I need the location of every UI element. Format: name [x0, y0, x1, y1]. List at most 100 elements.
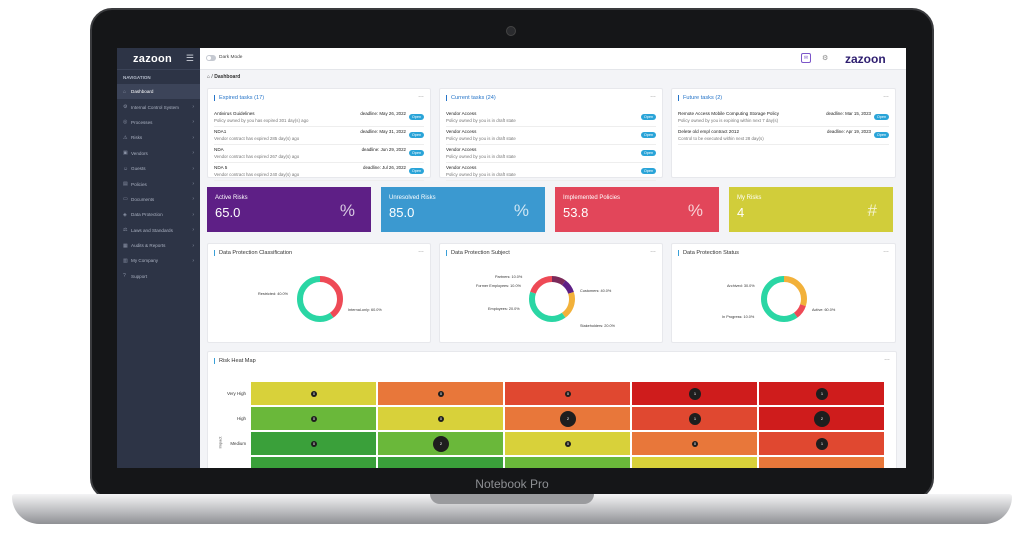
task-name: NDA1	[214, 129, 227, 134]
stat-card[interactable]: My Risks 4 #	[729, 187, 893, 232]
home-icon[interactable]: ⌂	[207, 74, 211, 80]
building-icon: ▥	[123, 257, 128, 264]
sidebar-item[interactable]: ▥ My Company ›	[117, 253, 200, 268]
stat-card[interactable]: Active Risks 65.0%	[207, 187, 371, 232]
heatmap-cell[interactable]	[632, 457, 758, 468]
heatmap-count: 0	[692, 441, 698, 447]
heatmap-cell[interactable]: 2	[505, 407, 631, 431]
heatmap-cell[interactable]: 2	[759, 407, 885, 431]
sidebar-item[interactable]: ▭ Documents ›	[117, 192, 200, 207]
heatmap-cell[interactable]	[251, 457, 377, 468]
heatmap-cell[interactable]: 0	[378, 407, 504, 431]
sidebar-item[interactable]: ▦ Audits & Reports ›	[117, 238, 200, 253]
heatmap-count: 1	[689, 413, 701, 425]
heatmap-cell[interactable]: 0	[251, 382, 377, 406]
sidebar-item-label: Audits & Reports	[131, 243, 166, 249]
donut-slice[interactable]	[529, 276, 575, 322]
heatmap-cell[interactable]: 1	[759, 382, 885, 406]
open-button[interactable]: Open	[409, 132, 424, 138]
task-row: NDA 5 Vendor contract has expired 240 day…	[214, 163, 424, 181]
donut-slice[interactable]	[297, 276, 343, 322]
sidebar-item[interactable]: ☺ Guests ›	[117, 161, 200, 176]
app-screen: zazoon ☰ NAVIGATION ⌂ Dashboard ⚙ Internal …	[117, 48, 906, 468]
sidebar-item[interactable]: ◈ Data Protection ›	[117, 207, 200, 222]
heatmap-cell[interactable]: 1	[632, 382, 758, 406]
more-icon[interactable]: …	[883, 93, 889, 99]
sidebar-item-label: Guests	[131, 166, 146, 172]
task-deadline: deadline: Apr 19, 2023	[827, 129, 871, 134]
sidebar-item[interactable]: ? Support	[117, 269, 200, 284]
menu-icon[interactable]: ☰	[185, 53, 194, 63]
open-button[interactable]: Open	[409, 150, 424, 156]
heatmap-cell[interactable]: 0	[505, 432, 631, 456]
heatmap-cell[interactable]	[505, 457, 631, 468]
sidebar-item[interactable]: ◎ Processes ›	[117, 115, 200, 130]
support-icon: ?	[123, 273, 126, 280]
more-icon[interactable]: …	[418, 93, 424, 99]
heatmap-count: 1	[816, 388, 828, 400]
heatmap-cell[interactable]	[378, 457, 504, 468]
sidebar-item-label: Data Protection	[131, 212, 163, 218]
expired-tasks-title: Expired tasks (17)	[214, 95, 264, 101]
open-button[interactable]: Open	[409, 168, 424, 174]
more-icon[interactable]: …	[650, 93, 656, 99]
more-icon[interactable]: …	[883, 248, 889, 254]
task-desc: Policy owned by you is in draft state	[446, 154, 516, 159]
sidebar-item[interactable]: ⚙ Internal Control System ›	[117, 99, 200, 114]
sidebar-item[interactable]: ⌂ Dashboard	[117, 84, 200, 100]
heatmap-cell[interactable]: 0	[505, 382, 631, 406]
sidebar-item-label: Internal Control System	[131, 104, 179, 110]
policy-icon: ▤	[123, 181, 128, 188]
open-button[interactable]: Open	[874, 114, 889, 120]
stat-label: Unresolved Risks	[389, 195, 436, 201]
more-icon[interactable]: …	[650, 248, 656, 254]
donut-slice[interactable]	[529, 276, 575, 322]
sidebar-item[interactable]: ▣ Vendors ›	[117, 146, 200, 161]
subject-title: Data Protection Subject	[446, 250, 510, 256]
heatmap-count: 0	[311, 391, 317, 397]
sidebar-item[interactable]: ⚖ Laws and Standards ›	[117, 223, 200, 238]
logo: zazoon	[133, 52, 173, 65]
heatmap-cell[interactable]: 0	[251, 407, 377, 431]
heatmap-cell[interactable]: 0	[632, 432, 758, 456]
heatmap-cell[interactable]: 1	[759, 432, 885, 456]
open-button[interactable]: Open	[641, 114, 656, 120]
current-tasks-title: Current tasks (24)	[446, 95, 496, 101]
sidebar-item-label: Vendors	[131, 150, 148, 156]
open-button[interactable]: Open	[409, 114, 424, 120]
heatmap-cell[interactable]: 0	[378, 382, 504, 406]
more-icon[interactable]: …	[418, 248, 424, 254]
task-desc: Vendor contract has expired 267 day(s) a…	[214, 154, 300, 159]
more-icon[interactable]: …	[884, 356, 890, 362]
dark-mode-toggle[interactable]	[206, 55, 216, 61]
heatmap-cell[interactable]: 0	[251, 432, 377, 456]
notification-icon[interactable]: ✉	[801, 53, 811, 63]
heatmap-count: 0	[438, 391, 444, 397]
donut-slice[interactable]	[761, 276, 807, 322]
user-icon: ☺	[123, 165, 129, 172]
donut-label: Active: 60.0%	[812, 308, 836, 312]
open-button[interactable]: Open	[874, 132, 889, 138]
sidebar-item-label: My Company	[131, 258, 159, 264]
heatmap-count: 0	[311, 416, 317, 422]
current-tasks-card: Current tasks (24) … Vendor Access Policy…	[439, 88, 663, 181]
donut-label: Stakeholders: 20.0%	[580, 324, 616, 328]
stat-card[interactable]: Implemented Policies 53.8%	[555, 187, 719, 232]
chevron-right-icon: ›	[192, 227, 194, 234]
gear-icon[interactable]: ⚙	[822, 55, 829, 62]
top-bar: Dark Mode ✉ ⚙ zazoon	[200, 48, 906, 70]
breadcrumb-current: Dashboard	[214, 74, 241, 80]
stat-card[interactable]: Unresolved Risks 85.0%	[381, 187, 545, 232]
stat-label: My Risks	[737, 195, 762, 201]
open-button[interactable]: Open	[641, 132, 656, 138]
open-button[interactable]: Open	[641, 168, 656, 174]
law-icon: ⚖	[123, 227, 128, 234]
stat-value: 4	[737, 205, 745, 220]
sidebar-item[interactable]: ⚠ Risks ›	[117, 130, 200, 145]
open-button[interactable]: Open	[641, 150, 656, 156]
heatmap-cell[interactable]: 1	[632, 407, 758, 431]
sidebar-item[interactable]: ▤ Policies ›	[117, 176, 200, 191]
heatmap-cell[interactable]: 2	[378, 432, 504, 456]
heatmap-cell[interactable]	[759, 457, 885, 468]
donut-slice[interactable]	[529, 276, 575, 322]
